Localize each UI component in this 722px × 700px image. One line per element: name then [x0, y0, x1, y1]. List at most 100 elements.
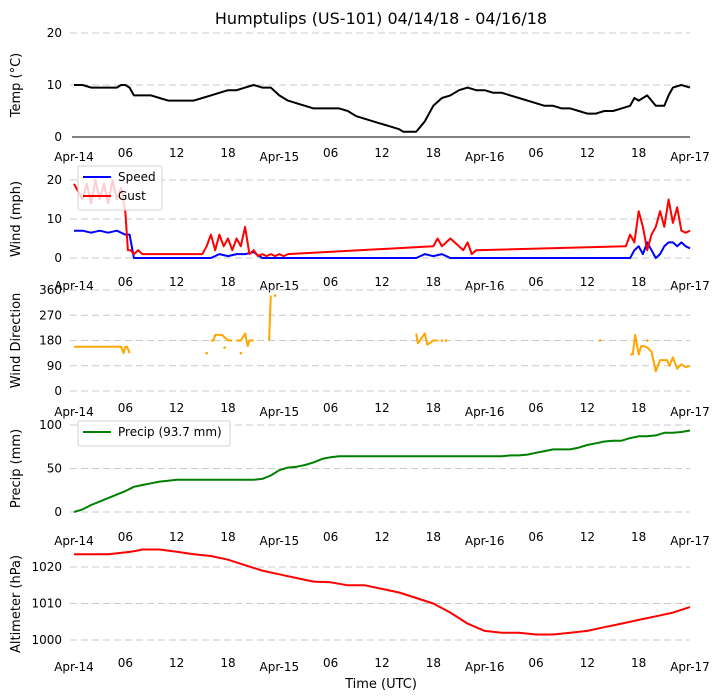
- x-tick-label: 18: [220, 401, 235, 415]
- panel-precip: 0 50 100 Precip (mm) Apr-14 06 12 18 Apr-15 06 12 1…: [9, 418, 710, 548]
- series-wdir-segment: [210, 333, 233, 342]
- x-tick-label: Apr-17: [670, 660, 710, 674]
- x-tick-label: Apr-17: [670, 534, 710, 548]
- y-tick-label: 180: [39, 334, 62, 348]
- series-gust-line: [73, 179, 691, 258]
- x-tick-label: Apr-16: [465, 534, 505, 548]
- x-tick-label: 18: [631, 401, 646, 415]
- y-axis-label: Temp (°C): [9, 53, 24, 119]
- series-altimeter-line: [74, 548, 691, 636]
- x-tick-label: 18: [426, 146, 441, 160]
- series-wdir-point: [205, 351, 208, 355]
- legend-label: Speed: [118, 170, 156, 184]
- y-tick-label: 90: [47, 359, 62, 373]
- x-tick-label: 18: [426, 530, 441, 544]
- x-tick-label: 18: [220, 530, 235, 544]
- y-tick-label: 10: [47, 78, 62, 92]
- x-tick-label: 12: [169, 146, 184, 160]
- y-tick-label: 0: [54, 130, 62, 144]
- y-tick-label: 10: [47, 212, 62, 226]
- x-tick-label: Apr-14: [54, 534, 94, 548]
- x-tick-label: 18: [220, 146, 235, 160]
- series-wdir-point: [440, 339, 444, 342]
- panel-temp: 0 10 20 Temp (°C) Apr-14 06 12 18 Apr-15 06 12 18 Ap…: [9, 26, 710, 164]
- x-tick-label: 06: [118, 401, 133, 415]
- x-axis-label: Time (UTC): [344, 677, 417, 692]
- x-tick-label: 12: [169, 275, 184, 289]
- x-tick-label: 18: [631, 656, 646, 670]
- y-tick-label: 270: [39, 308, 62, 322]
- series-temp-line: [74, 84, 691, 133]
- panel-alti: 1000 1010 1020 Altimeter (hPa) Apr-14 06 12 18 A…: [9, 548, 710, 674]
- x-tick-label: 06: [323, 656, 338, 670]
- y-tick-label: 100: [39, 418, 62, 432]
- series-wdir-segment: [630, 333, 691, 373]
- x-tick-label: Apr-17: [670, 405, 710, 419]
- x-tick-label: Apr-15: [260, 534, 300, 548]
- y-tick-label: 1020: [31, 560, 62, 574]
- y-axis-label: Precip (mm): [9, 429, 24, 508]
- x-tick-label: 18: [220, 656, 235, 670]
- x-tick-label: Apr-15: [260, 405, 300, 419]
- y-axis-label: Altimeter (hPa): [9, 555, 24, 653]
- series-wdir-segment: [236, 332, 254, 348]
- x-tick-label: Apr-14: [54, 150, 94, 164]
- x-tick-label: 18: [631, 146, 646, 160]
- legend-label: Gust: [118, 189, 146, 203]
- x-tick-label: 12: [169, 401, 184, 415]
- legend-wind: Speed Gust: [77, 165, 163, 211]
- x-tick-label: 12: [580, 530, 595, 544]
- legend-label: Precip (93.7 mm): [118, 425, 222, 439]
- series-wdir-segment: [74, 345, 131, 355]
- x-tick-label: 18: [426, 656, 441, 670]
- x-tick-label: 12: [374, 275, 389, 289]
- series-wdir-point: [239, 351, 243, 355]
- x-tick-label: 12: [374, 401, 389, 415]
- x-tick-label: 06: [118, 146, 133, 160]
- x-tick-label: 12: [374, 656, 389, 670]
- y-tick-label: 0: [54, 384, 62, 398]
- x-tick-label: 12: [580, 275, 595, 289]
- x-tick-label: Apr-15: [260, 660, 300, 674]
- x-tick-label: 18: [220, 275, 235, 289]
- x-tick-label: 06: [323, 275, 338, 289]
- x-tick-label: 06: [323, 530, 338, 544]
- series-wdir-segment: [415, 332, 438, 346]
- x-tick-label: 06: [528, 401, 543, 415]
- legend-box: [77, 420, 231, 447]
- panel-wdir: 0 90 180 270 360 Wind Direction Apr-14 06 12 18 Ap…: [9, 283, 710, 419]
- x-tick-label: Apr-15: [260, 150, 300, 164]
- y-axis-label: Wind (mph): [9, 181, 24, 257]
- series-wdir-point: [223, 346, 226, 349]
- x-tick-label: 06: [528, 146, 543, 160]
- x-tick-label: 06: [528, 656, 543, 670]
- x-tick-label: 06: [323, 146, 338, 160]
- x-tick-label: Apr-14: [54, 405, 94, 419]
- x-tick-label: Apr-17: [670, 150, 710, 164]
- x-tick-label: 12: [580, 146, 595, 160]
- y-tick-label: 1010: [31, 597, 62, 611]
- y-axis-label: Wind Direction: [9, 293, 24, 389]
- x-tick-label: 12: [169, 656, 184, 670]
- legend-precip: Precip (93.7 mm): [77, 420, 231, 447]
- x-tick-label: Apr-16: [465, 405, 505, 419]
- x-tick-label: 12: [169, 530, 184, 544]
- x-tick-label: Apr-15: [260, 279, 300, 293]
- series-wdir-point: [444, 339, 448, 342]
- y-tick-label: 50: [47, 462, 62, 476]
- x-tick-label: Apr-17: [670, 279, 710, 293]
- y-tick-label: 20: [47, 26, 62, 40]
- x-tick-label: 18: [631, 275, 646, 289]
- x-tick-label: 12: [580, 401, 595, 415]
- y-tick-label: 0: [54, 251, 62, 265]
- series-wdir-point: [273, 294, 277, 297]
- series-wdir-point: [645, 339, 649, 342]
- chart-title: Humptulips (US-101) 04/14/18 - 04/16/18: [215, 9, 547, 28]
- x-tick-label: 12: [580, 656, 595, 670]
- x-tick-label: 06: [528, 530, 543, 544]
- x-tick-label: 18: [426, 401, 441, 415]
- x-tick-label: 06: [118, 275, 133, 289]
- x-tick-label: 06: [118, 656, 133, 670]
- y-tick-label: 1000: [31, 633, 62, 647]
